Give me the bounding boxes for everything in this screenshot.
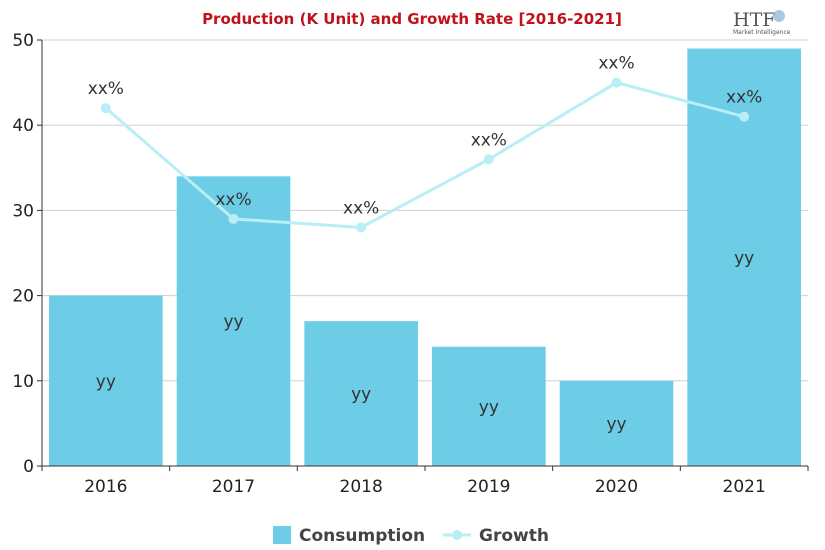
bar	[559, 380, 674, 466]
growth-point	[356, 222, 367, 233]
logo-subtext: Market Intelligence	[733, 29, 791, 36]
growth-point	[228, 213, 239, 224]
growth-data-label: xx%	[471, 130, 507, 150]
x-tick-label: 2018	[340, 477, 383, 497]
htf-logo: HTF Market Intelligence	[733, 9, 791, 36]
x-axis: 2016 2017 2018 2019 2020 2021	[41, 465, 809, 497]
x-tick-label: 2019	[467, 477, 510, 497]
growth-point	[611, 77, 622, 88]
x-tick-label: 2021	[723, 477, 766, 497]
legend: Consumption Growth	[273, 526, 549, 546]
chart-title: Production (K Unit) and Growth Rate [201…	[202, 10, 622, 28]
growth-point	[100, 103, 111, 114]
legend-swatch-consumption	[273, 526, 291, 544]
legend-label-consumption: Consumption	[299, 526, 425, 546]
y-axis: 0 10 20 30 40 50	[12, 31, 43, 477]
legend-label-growth: Growth	[479, 526, 549, 546]
bar-data-label: yy	[351, 385, 371, 405]
bar	[304, 321, 418, 466]
y-tick-label: 20	[12, 287, 34, 307]
x-tick-label: 2020	[595, 477, 638, 497]
growth-data-label: xx%	[343, 198, 379, 218]
bars: yy yy yy yy yy yy	[49, 48, 801, 467]
logo-globe-icon	[773, 10, 785, 22]
bar-data-label: yy	[96, 372, 116, 392]
y-tick-label: 0	[23, 457, 34, 477]
grid	[42, 39, 808, 382]
bar-data-label: yy	[606, 414, 626, 434]
growth-data-label: xx%	[598, 54, 634, 74]
y-tick-label: 10	[12, 372, 34, 392]
growth-point	[739, 111, 750, 122]
x-tick-label: 2016	[84, 477, 127, 497]
growth-data-label: xx%	[726, 88, 762, 108]
bar-data-label: yy	[479, 397, 499, 417]
bar	[176, 176, 291, 466]
logo-text: HTF	[733, 9, 775, 31]
growth-data-label: xx%	[88, 79, 124, 99]
growth-series-line	[104, 80, 745, 229]
growth-data-label: xx%	[215, 190, 251, 210]
bar-data-label: yy	[223, 312, 243, 332]
growth-point	[483, 154, 494, 165]
x-tick-label: 2017	[212, 477, 255, 497]
growth-line: xx% xx% xx% xx% xx% xx%	[88, 54, 762, 233]
legend-marker-growth	[452, 530, 462, 540]
bar-data-label: yy	[734, 248, 754, 268]
y-tick-label: 30	[12, 201, 34, 221]
bar	[49, 295, 163, 466]
bar	[432, 346, 546, 466]
y-tick-label: 50	[12, 31, 34, 51]
y-tick-label: 40	[12, 116, 34, 136]
